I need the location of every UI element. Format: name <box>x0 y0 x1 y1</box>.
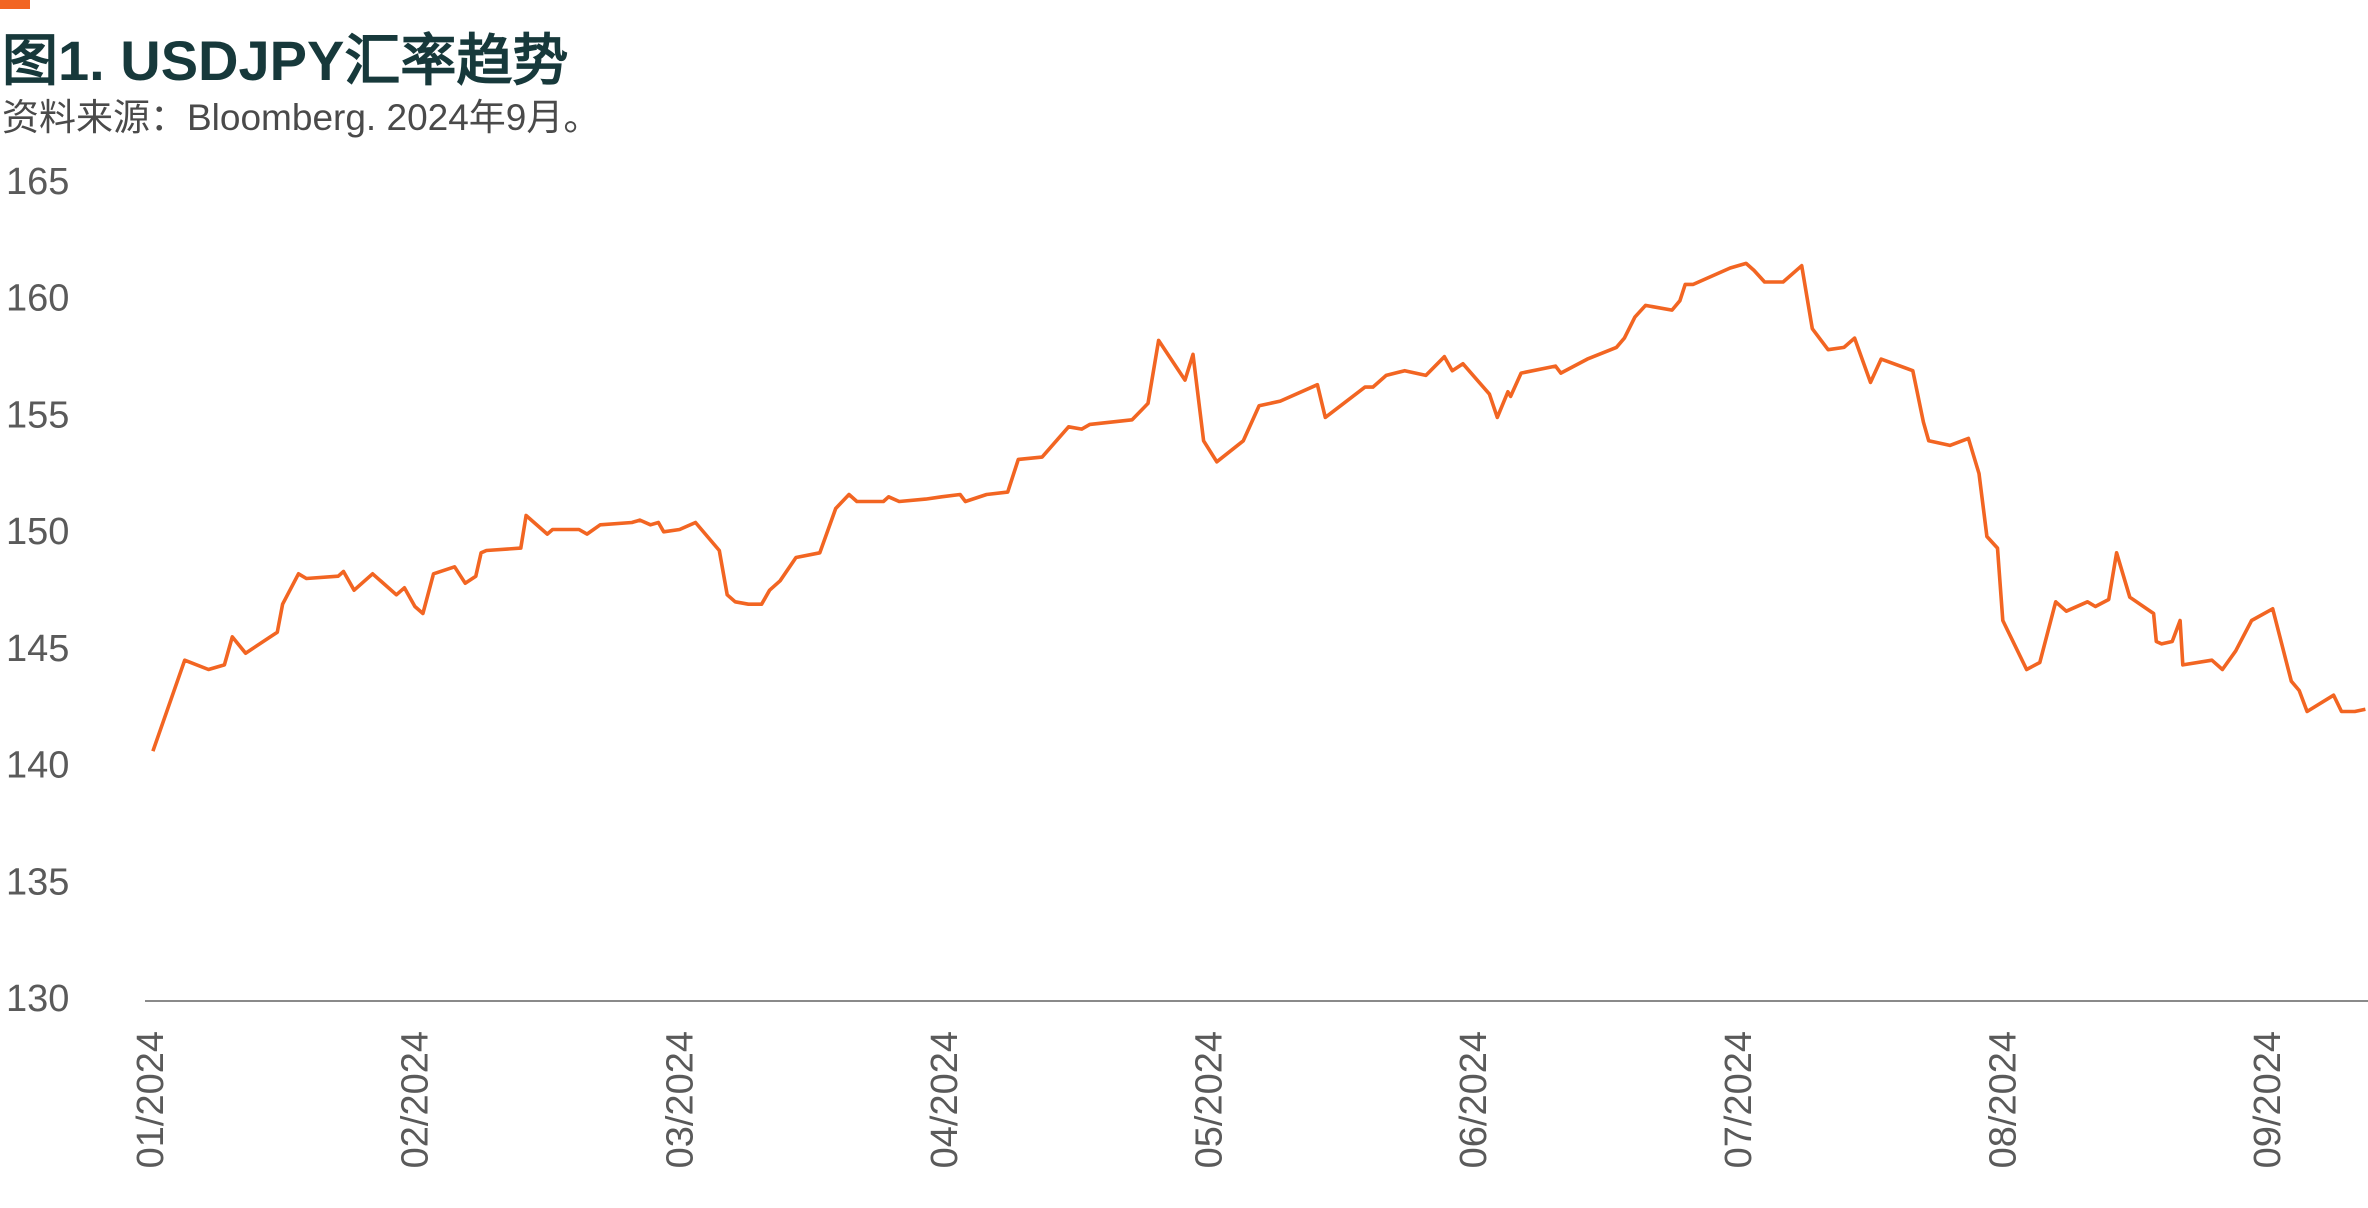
x-tick-label: 04/2024 <box>924 1031 966 1168</box>
x-tick-label: 02/2024 <box>395 1031 437 1168</box>
chart-subtitle: 资料来源：Bloomberg. 2024年9月。 <box>2 97 600 138</box>
x-tick-label: 05/2024 <box>1189 1031 1231 1168</box>
x-tick-label: 06/2024 <box>1453 1031 1495 1168</box>
x-tick-label: 08/2024 <box>1982 1031 2024 1168</box>
y-tick-label: 160 <box>6 278 69 320</box>
y-tick-label: 155 <box>6 394 69 436</box>
y-tick-label: 130 <box>6 978 69 1020</box>
x-tick-label: 01/2024 <box>130 1031 172 1168</box>
accent-bar <box>0 0 30 9</box>
x-tick-label: 09/2024 <box>2247 1031 2289 1168</box>
chart-title: 图1. USDJPY汇率趋势 <box>2 29 568 92</box>
x-tick-label: 03/2024 <box>659 1031 701 1168</box>
y-tick-label: 145 <box>6 628 69 670</box>
x-tick-label: 07/2024 <box>1718 1031 1760 1168</box>
y-tick-label: 165 <box>6 161 69 203</box>
data-line <box>151 261 2366 752</box>
y-tick-label: 140 <box>6 745 69 787</box>
y-tick-label: 150 <box>6 511 69 553</box>
y-tick-label: 135 <box>6 861 69 903</box>
